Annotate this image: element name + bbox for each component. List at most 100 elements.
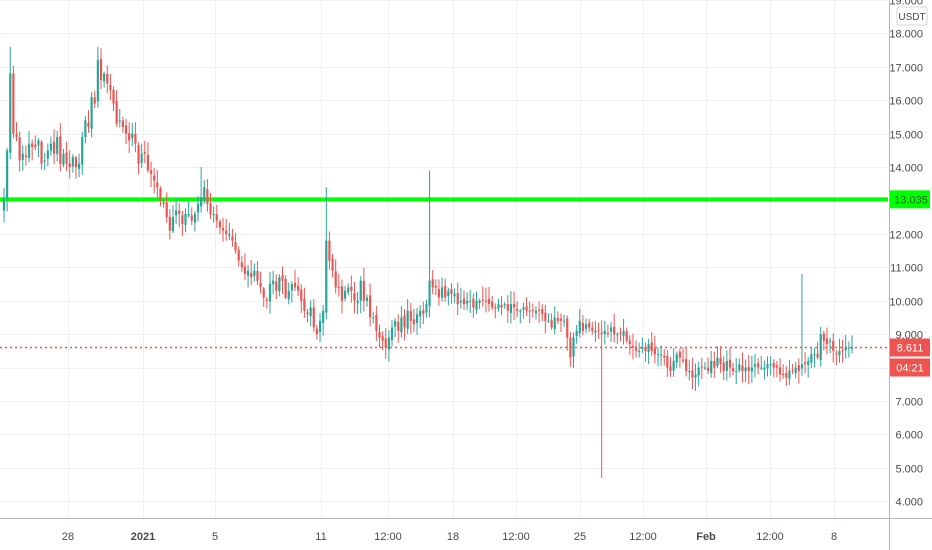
candle-body (534, 310, 538, 314)
candle-body (829, 340, 832, 343)
candle-body (343, 290, 347, 299)
candle-body (760, 367, 763, 369)
candle-body (747, 366, 750, 371)
candle-body (87, 122, 90, 127)
candle-body (156, 182, 159, 188)
candle-body (96, 60, 99, 102)
candle-body (431, 279, 434, 288)
candle-body (797, 365, 800, 371)
candle-body (782, 373, 785, 375)
candle-body (525, 306, 528, 311)
candle-body (691, 370, 694, 378)
candle-body (12, 73, 15, 134)
candle-body (397, 321, 400, 331)
candle-body (140, 153, 143, 163)
candle-body (228, 233, 231, 236)
price-levels (0, 197, 888, 349)
candle-body (40, 141, 43, 164)
candle-body (807, 360, 810, 365)
candle-body (666, 356, 669, 368)
candle-body (669, 366, 672, 371)
candle-body (422, 310, 425, 315)
candle-body (628, 340, 631, 345)
candle-body (822, 333, 825, 341)
candle-body (165, 202, 168, 218)
candle-body (550, 320, 553, 328)
candle-body (772, 363, 775, 368)
candle-body (325, 240, 328, 313)
candle-body (134, 133, 137, 144)
candle-body (68, 163, 71, 168)
candle-body (309, 307, 312, 317)
candle-body (415, 314, 419, 323)
candle-body (835, 353, 838, 355)
candle-body (131, 133, 134, 139)
candle-body (225, 230, 228, 234)
candle-body (240, 262, 243, 268)
x-tick-label: 5 (212, 531, 218, 543)
candle-body (121, 120, 124, 127)
candle-body (613, 326, 616, 335)
candle-body (184, 213, 187, 225)
candle-body (59, 136, 62, 164)
candle-body (522, 307, 525, 310)
candle-body (109, 85, 112, 91)
candle-body (788, 370, 791, 379)
candle-body (650, 342, 653, 351)
candle-body (600, 332, 603, 335)
candle-body (196, 203, 200, 213)
candle-body (318, 320, 322, 333)
candle-body (678, 351, 681, 358)
countdown-label: 04:21 (896, 363, 924, 375)
candle-body (625, 331, 628, 341)
candle-body (115, 101, 118, 124)
x-tick-label: 12:00 (629, 531, 657, 543)
candle-body (710, 360, 713, 374)
candle-body (272, 280, 275, 285)
x-tick-label: 18 (447, 531, 459, 543)
x-tick-label: 8 (831, 531, 837, 543)
candle-body (735, 370, 738, 372)
candle-body (375, 315, 378, 331)
candle-body (303, 298, 306, 311)
candle-body (631, 345, 635, 348)
candle-body (243, 266, 247, 275)
unit-box[interactable] (896, 6, 928, 26)
candle-body (71, 157, 74, 167)
candle-body (234, 242, 237, 251)
candle-body (322, 310, 325, 323)
candle-body (128, 133, 131, 141)
candle-body (168, 216, 171, 231)
candle-body (218, 221, 222, 228)
candle-body (531, 309, 534, 311)
candle-body (672, 360, 675, 371)
y-tick-label: 10.000 (889, 297, 923, 309)
candle-body (6, 150, 9, 199)
candle-body (312, 307, 315, 328)
candle-body (844, 347, 847, 351)
candle-body (703, 367, 707, 369)
candle-body (494, 307, 497, 309)
candle-body (328, 240, 331, 261)
candle-body (200, 197, 203, 207)
candle-body (728, 359, 732, 368)
candle-body (181, 215, 184, 224)
candle-body (656, 354, 660, 356)
candle-body (206, 189, 209, 204)
candle-body (300, 289, 303, 301)
candle-body (143, 152, 146, 154)
candle-body (816, 353, 819, 358)
candle-body (622, 330, 625, 336)
candle-body (212, 213, 215, 216)
candle-body (9, 73, 12, 153)
candle-body (290, 284, 293, 291)
candle-body (434, 285, 437, 288)
candle-body (706, 367, 710, 371)
candle-body (381, 336, 384, 341)
candle-body (594, 330, 597, 333)
unit-label: USDT (898, 12, 925, 23)
candle-body (810, 354, 813, 363)
candle-body (412, 319, 416, 325)
last-price-label: 8.611 (897, 343, 924, 355)
